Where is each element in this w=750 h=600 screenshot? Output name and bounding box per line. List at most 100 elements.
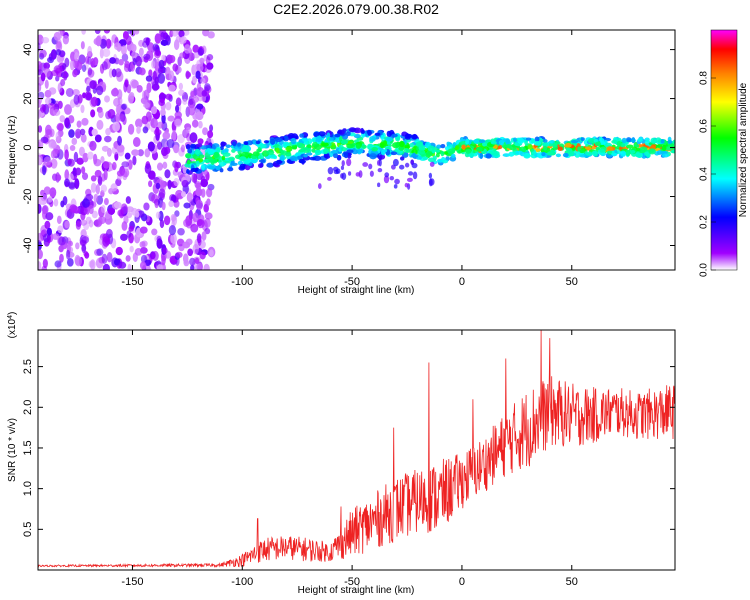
spectrogram-noise-cell <box>100 184 108 193</box>
spectrogram-band-cell <box>198 154 205 159</box>
spectrogram-noise-cell <box>206 54 214 61</box>
spectrogram-band-cell <box>301 138 309 142</box>
spectrogram-noise-cell <box>45 212 54 221</box>
spectrogram-noise-cell <box>71 137 78 146</box>
spectrogram-noise-cell <box>189 257 196 266</box>
spectrogram-noise-cell <box>87 45 93 57</box>
spectrogram-noise-cell <box>75 167 82 176</box>
spectrogram-noise-cell <box>127 263 132 270</box>
spectrogram-noise-cell <box>112 121 121 132</box>
spectrogram-band-cell <box>541 151 546 157</box>
spectrogram-band-cell <box>492 150 500 156</box>
spectrogram-noise-cell <box>171 129 177 141</box>
spectrogram-noise-cell <box>197 235 202 247</box>
spectrogram-drip-cell <box>384 172 390 178</box>
spectrogram-noise-cell <box>44 79 49 89</box>
spectrogram-band-cell <box>435 152 440 158</box>
spectrogram-noise-cell <box>156 141 163 150</box>
spectrogram-cells <box>38 30 675 270</box>
spectrogram-noise-cell <box>102 48 111 58</box>
spectrogram-noise-cell <box>189 132 198 143</box>
spectrogram-x-tick-label: 50 <box>566 276 578 288</box>
spectrogram-band-cell <box>585 146 592 150</box>
spectrogram-noise-cell <box>183 44 191 54</box>
spectrogram-band-cell <box>548 143 553 147</box>
spectrogram-noise-cell <box>117 209 124 217</box>
spectrogram-noise-cell <box>121 53 129 62</box>
spectrogram-noise-cell <box>91 128 98 136</box>
snr-x-axis-label: Height of straight line (km) <box>298 585 415 596</box>
spectrogram-band-cell <box>562 152 569 158</box>
spectrogram-band-cell <box>399 141 405 148</box>
spectrogram-noise-cell <box>76 157 84 165</box>
spectrogram-noise-cell <box>100 205 106 214</box>
spectrogram-noise-cell <box>38 249 43 260</box>
spectrogram-noise-cell <box>40 103 46 113</box>
spectrogram-noise-cell <box>113 201 122 209</box>
spectrogram-noise-cell <box>58 236 66 246</box>
spectrogram-noise-cell <box>95 35 102 47</box>
spectrogram-band-cell <box>523 152 531 159</box>
spectrogram-noise-cell <box>38 203 42 214</box>
spectrogram-band-cell <box>595 146 601 150</box>
spectrogram-noise-cell <box>177 56 182 67</box>
spectrogram-noise-cell <box>81 64 87 72</box>
spectrogram-noise-cell <box>209 249 214 257</box>
spectrogram-noise-cell <box>40 72 46 82</box>
spectrogram-noise-cell <box>50 158 58 169</box>
spectrogram-noise-cell <box>148 180 153 188</box>
spectrogram-band-cell <box>533 141 542 146</box>
spectrogram-noise-cell <box>174 161 179 173</box>
spectrogram-band-cell <box>355 143 362 149</box>
colorbar-tick-label: 0.2 <box>699 215 710 229</box>
spectrogram-noise-cell <box>206 62 214 70</box>
spectrogram-band-cell <box>404 133 411 140</box>
spectrogram-band-cell <box>311 148 316 153</box>
spectrogram-noise-cell <box>151 250 159 262</box>
spectrogram-band-cell <box>656 150 663 155</box>
spectrogram-band-cell <box>441 159 449 164</box>
spectrogram-band-cell <box>220 141 227 147</box>
spectrogram-band-cell <box>299 133 305 138</box>
spectrogram-noise-cell <box>159 108 166 116</box>
snr-x-tick-label: 0 <box>459 576 465 588</box>
spectrogram-drip-cell <box>389 175 395 181</box>
spectrogram-drip-cell <box>340 165 345 170</box>
spectrogram-noise-cell <box>175 251 183 259</box>
spectrogram-noise-cell <box>141 240 148 247</box>
spectrogram-drip-cell <box>369 170 374 177</box>
spectrogram-band-cell <box>228 156 236 162</box>
spectrogram-band-cell <box>447 148 456 155</box>
spectrogram-noise-cell <box>52 109 61 117</box>
spectrogram-noise-cell <box>161 201 166 211</box>
spectrogram-band-cell <box>196 143 203 148</box>
spectrogram-band-cell <box>637 138 643 142</box>
spectrogram-band-cell <box>207 148 215 155</box>
spectrogram-noise-cell <box>64 104 72 115</box>
spectrogram-noise-cell <box>125 196 131 204</box>
colorbar-ticks: 0.0 0.2 0.4 0.6 0.8 <box>699 71 716 277</box>
spectrogram-noise-cell <box>105 38 112 49</box>
spectrogram-noise-cell <box>173 144 180 154</box>
spectrogram-noise-cell <box>195 187 203 197</box>
snr-y-tick-label: 0.5 <box>22 522 34 537</box>
spectrogram-band-cell <box>432 155 437 161</box>
snr-x-ticks: -150 -100 -50 0 50 <box>121 330 578 588</box>
spectrogram-noise-cell <box>174 210 180 217</box>
spectrogram-noise-cell <box>186 192 193 203</box>
spectrogram-noise-cell <box>132 252 138 263</box>
spectrogram-noise-cell <box>147 141 155 152</box>
spectrogram-noise-cell <box>95 184 100 195</box>
spectrogram-noise-cell <box>155 182 161 190</box>
spectrogram-band-cell <box>200 164 206 170</box>
spectrogram-noise-cell <box>99 47 104 59</box>
spectrogram-band-cell <box>242 159 251 165</box>
spectrogram-band-cell <box>383 140 388 146</box>
spectrogram-noise-cell <box>202 127 208 136</box>
spectrogram-drip-cell <box>394 178 400 185</box>
spectrogram-noise-cell <box>167 179 172 190</box>
spectrogram-noise-cell <box>81 243 87 254</box>
spectrogram-noise-cell <box>105 128 111 136</box>
spectrogram-noise-cell <box>138 67 146 76</box>
spectrogram-band-cell <box>194 148 201 155</box>
